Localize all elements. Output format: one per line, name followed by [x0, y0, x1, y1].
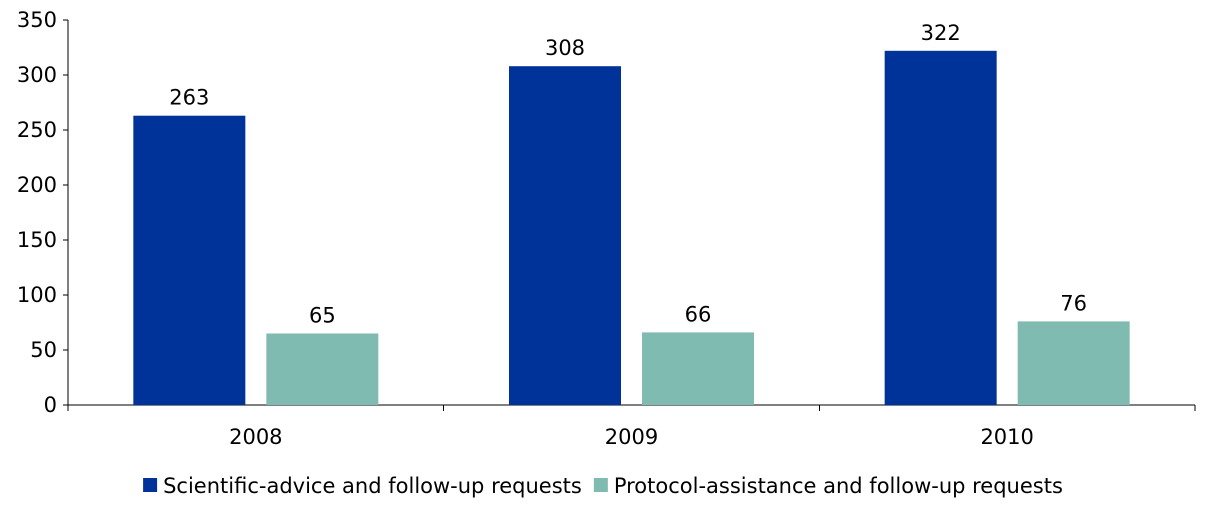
legend-swatch	[593, 478, 608, 492]
y-tick-label: 50	[30, 338, 57, 362]
legend-label: Protocol-assistance and follow-up reques…	[614, 474, 1063, 498]
bar	[1017, 321, 1130, 405]
data-labels: 263 308 322 65 66 76	[169, 21, 1087, 328]
x-axis: 2008 2009 2010	[67, 404, 1196, 449]
legend-swatch	[143, 478, 158, 492]
x-category-label: 2008	[229, 425, 282, 449]
y-tick-label: 0	[44, 393, 57, 417]
data-label: 263	[169, 86, 209, 110]
x-category-label: 2010	[980, 425, 1033, 449]
x-category-label: 2009	[605, 425, 658, 449]
legend-label: Scientific-advice and follow-up requests	[163, 474, 582, 498]
legend: Scientific-advice and follow-up requests…	[143, 474, 1063, 498]
data-label: 76	[1060, 291, 1087, 315]
bars	[133, 50, 1130, 406]
y-tick-label: 100	[17, 283, 57, 307]
data-label: 308	[545, 36, 585, 60]
bar	[509, 66, 621, 405]
bar	[642, 332, 754, 405]
y-tick-label: 300	[17, 63, 57, 87]
bar	[133, 115, 246, 405]
data-label: 66	[685, 302, 712, 326]
y-tick-label: 350	[17, 8, 57, 32]
bar	[266, 333, 379, 405]
bar	[884, 50, 997, 406]
y-tick-label: 150	[17, 228, 57, 252]
y-tick-label: 250	[17, 118, 57, 142]
data-label: 65	[309, 304, 336, 328]
y-axis: 0 50 100 150 200 250 300 350	[17, 8, 69, 417]
y-tick-label: 200	[17, 173, 57, 197]
data-label: 322	[921, 21, 961, 45]
